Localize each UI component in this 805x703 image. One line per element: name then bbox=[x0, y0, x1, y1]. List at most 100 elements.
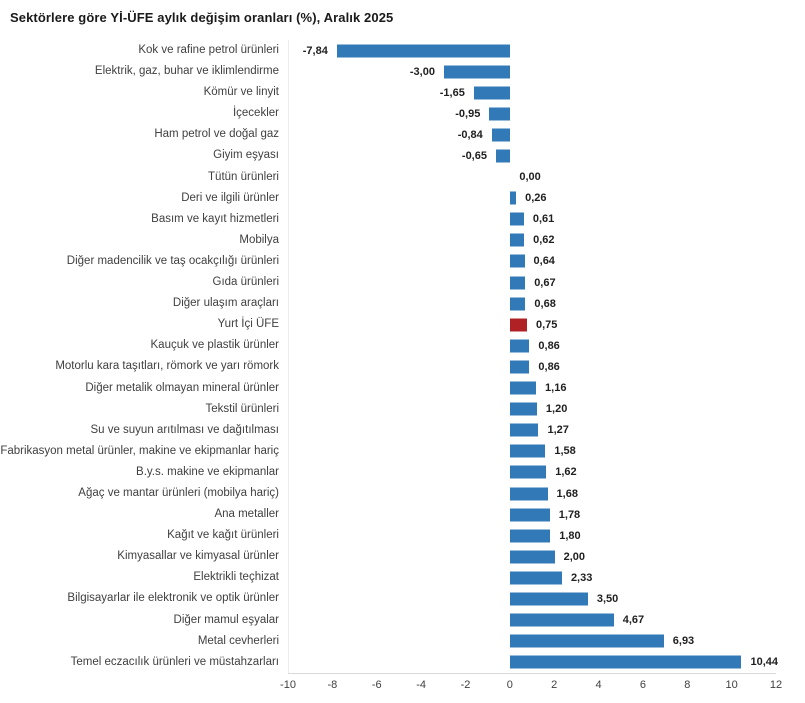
category-label: Ham petrol ve doğal gaz bbox=[154, 128, 279, 141]
bar bbox=[510, 508, 550, 522]
category-label: Kömür ve linyit bbox=[203, 86, 279, 99]
chart-title: Sektörlere göre Yİ-ÜFE aylık değişim ora… bbox=[10, 10, 394, 25]
value-label: 0,61 bbox=[532, 213, 555, 226]
plot-cell: 0,26 bbox=[288, 187, 776, 209]
chart-row: Mobilya 0,62 bbox=[0, 229, 805, 251]
chart-row: Diğer mamul eşyalar 4,67 bbox=[0, 609, 805, 631]
category-label: Tekstil ürünleri bbox=[205, 402, 280, 415]
chart-row: Kimyasallar ve kimyasal ürünler 2,00 bbox=[0, 546, 805, 568]
plot-cell: 2,00 bbox=[288, 546, 776, 568]
chart-row: Motorlu kara taşıtları, römork ve yarı r… bbox=[0, 356, 805, 378]
value-label: -0,65 bbox=[461, 150, 487, 163]
chart-row: Ana metaller 1,78 bbox=[0, 504, 805, 526]
plot-cell: 6,93 bbox=[288, 630, 776, 652]
chart-row: Basım ve kayıt hizmetleri 0,61 bbox=[0, 208, 805, 230]
chart-row: Tütün ürünleri 0,00 bbox=[0, 166, 805, 188]
plot-cell: 0,86 bbox=[288, 356, 776, 378]
value-label: -0,84 bbox=[457, 128, 483, 141]
category-label: Kimyasallar ve kimyasal ürünler bbox=[117, 550, 279, 563]
chart-rows: Kok ve rafine petrol ürünleri -7,84 Elek… bbox=[0, 40, 805, 673]
plot-cell: 0,62 bbox=[288, 229, 776, 251]
value-label: 10,44 bbox=[750, 656, 778, 669]
plot-cell: -0,65 bbox=[288, 145, 776, 167]
chart-row: Kömür ve linyit -1,65 bbox=[0, 82, 805, 104]
chart-row: Fabrikasyon metal ürünler, makine ve eki… bbox=[0, 440, 805, 462]
bar bbox=[510, 402, 537, 416]
value-label: 0,26 bbox=[525, 192, 547, 205]
x-tick-label: 12 bbox=[769, 678, 783, 691]
category-label: Tütün ürünleri bbox=[208, 170, 279, 183]
chart-row: Tekstil ürünleri 1,20 bbox=[0, 398, 805, 420]
chart-row: Su ve suyun arıtılması ve dağıtılması 1,… bbox=[0, 419, 805, 441]
bar bbox=[473, 86, 511, 100]
value-label: -1,65 bbox=[439, 86, 465, 99]
value-label: 0,62 bbox=[533, 234, 555, 247]
category-label: Diğer mamul eşyalar bbox=[173, 613, 279, 626]
value-label: -7,84 bbox=[302, 44, 328, 57]
category-label: Ana metaller bbox=[214, 508, 279, 521]
plot-cell: 1,80 bbox=[288, 525, 776, 547]
chart-row: Elektrikli teçhizat 2,33 bbox=[0, 567, 805, 589]
chart-row: Deri ve ilgili ürünler 0,26 bbox=[0, 187, 805, 209]
chart-row: Ham petrol ve doğal gaz -0,84 bbox=[0, 124, 805, 146]
bar bbox=[510, 465, 547, 479]
chart-row: Elektrik, gaz, buhar ve iklimlendirme -3… bbox=[0, 61, 805, 83]
category-label: Fabrikasyon metal ürünler, makine ve eki… bbox=[0, 444, 279, 457]
category-label: Su ve suyun arıtılması ve dağıtılması bbox=[90, 423, 279, 436]
category-label: Kauçuk ve plastik ürünler bbox=[150, 339, 279, 352]
x-tick-label: 4 bbox=[595, 678, 602, 691]
bar bbox=[510, 360, 530, 374]
bar bbox=[510, 550, 555, 564]
plot-cell: 1,68 bbox=[288, 482, 776, 505]
x-tick-label: -8 bbox=[327, 678, 338, 691]
value-label: -0,95 bbox=[455, 107, 481, 120]
value-label: 1,68 bbox=[556, 487, 578, 500]
plot-cell: 1,62 bbox=[288, 461, 776, 483]
category-label: Diğer ulaşım araçları bbox=[172, 297, 279, 310]
bar bbox=[510, 381, 537, 395]
plot-cell: 1,27 bbox=[288, 419, 776, 441]
chart-row: Diğer madencilik ve taş ocakçılığı ürünl… bbox=[0, 250, 805, 273]
chart-row: Kok ve rafine petrol ürünleri -7,84 bbox=[0, 40, 805, 62]
category-label: Yurt İçi ÜFE bbox=[217, 318, 279, 331]
x-tick-label: -2 bbox=[460, 678, 471, 691]
bar bbox=[491, 128, 511, 142]
category-label: Motorlu kara taşıtları, römork ve yarı r… bbox=[55, 360, 279, 373]
value-label: 1,62 bbox=[555, 466, 577, 479]
category-label: Kok ve rafine petrol ürünleri bbox=[138, 44, 279, 56]
category-label: Kağıt ve kağıt ürünleri bbox=[167, 529, 279, 542]
x-tick-label: 10 bbox=[725, 678, 738, 691]
x-axis: -10 -8 -6 -4 -2 0 2 4 6 8 10 12 bbox=[280, 672, 782, 695]
category-label: Deri ve ilgili ürünler bbox=[181, 191, 279, 204]
category-label: Giyim eşyası bbox=[213, 149, 279, 162]
bar bbox=[510, 655, 742, 669]
plot-cell: -1,65 bbox=[288, 82, 776, 104]
plot-cell: 1,78 bbox=[288, 504, 776, 526]
bar bbox=[510, 423, 539, 437]
bar bbox=[510, 613, 614, 627]
plot-cell: 0,86 bbox=[288, 335, 776, 357]
plot-cell: -0,84 bbox=[288, 124, 776, 146]
value-label: 1,80 bbox=[559, 529, 581, 542]
x-tick-label: 8 bbox=[684, 678, 691, 691]
chart-row: Yurt İçi ÜFE 0,75 bbox=[0, 314, 805, 336]
plot-cell: 0,68 bbox=[288, 293, 776, 315]
x-tick-label: 0 bbox=[506, 678, 513, 691]
value-label: 1,20 bbox=[545, 403, 568, 416]
x-tick-label: -10 bbox=[280, 678, 296, 691]
value-label: 3,50 bbox=[596, 592, 619, 605]
bar bbox=[510, 571, 562, 585]
chart-row: Ağaç ve mantar ürünleri (mobilya hariç) … bbox=[0, 482, 805, 505]
chart-row: İçecekler -0,95 bbox=[0, 103, 805, 125]
bar bbox=[510, 339, 530, 353]
value-label: 0,86 bbox=[538, 339, 560, 352]
category-label: Bilgisayarlar ile elektronik ve optik ür… bbox=[67, 592, 279, 605]
category-label: Metal cevherleri bbox=[197, 634, 279, 647]
chart-row: Diğer ulaşım araçları 0,68 bbox=[0, 293, 805, 315]
value-label: -3,00 bbox=[409, 65, 435, 78]
bar bbox=[510, 212, 524, 226]
plot-cell: 1,58 bbox=[288, 440, 776, 462]
plot-cell: -3,00 bbox=[288, 61, 776, 83]
value-label: 6,93 bbox=[672, 635, 695, 648]
chart-row: Gıda ürünleri 0,67 bbox=[0, 272, 805, 294]
